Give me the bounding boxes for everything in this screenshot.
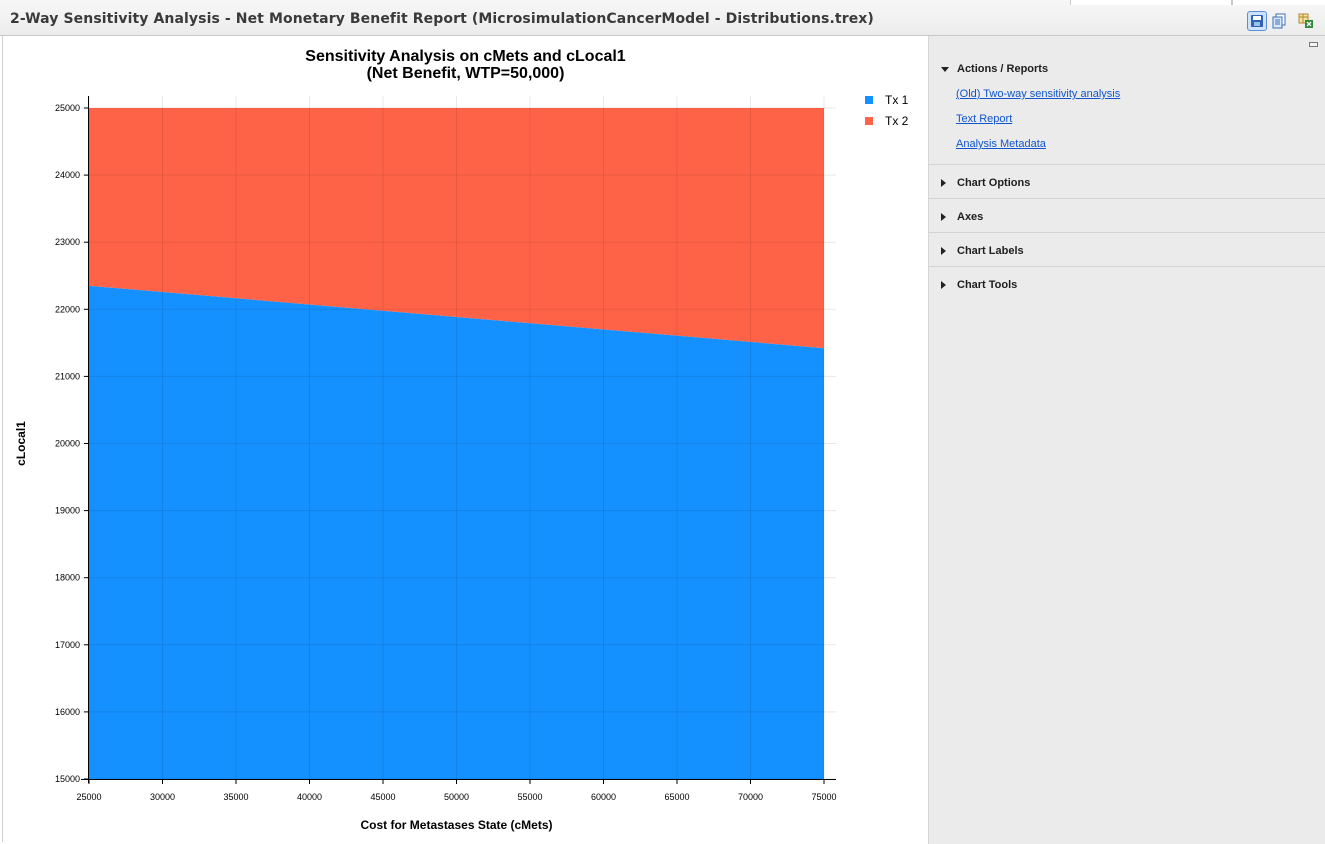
chart-title: Sensitivity Analysis on cMets and cLocal…	[3, 48, 928, 82]
legend-label: Tx 2	[885, 114, 909, 128]
section-label: Chart Labels	[957, 245, 1024, 257]
section-label: Chart Options	[957, 177, 1031, 189]
section-label: Chart Tools	[957, 279, 1018, 291]
export-button[interactable]	[1296, 11, 1316, 31]
legend-label: Tx 1	[885, 93, 909, 107]
x-tick-label: 65000	[664, 792, 689, 802]
y-tick-label: 22000	[55, 304, 80, 314]
tab-strip	[1070, 0, 1232, 5]
x-tick-label: 55000	[517, 792, 542, 802]
copy-button[interactable]	[1270, 11, 1290, 31]
copy-icon	[1272, 13, 1286, 29]
window-title: 2-Way Sensitivity Analysis - Net Monetar…	[10, 11, 874, 27]
y-tick-label: 17000	[55, 640, 80, 650]
x-tick-label: 25000	[76, 792, 101, 802]
y-tick-label: 23000	[55, 237, 80, 247]
chart-subtitle-line: (Net Benefit, WTP=50,000)	[366, 65, 565, 82]
area-tx1	[89, 285, 824, 779]
x-tick-label: 30000	[150, 792, 175, 802]
link-analysis-metadata[interactable]: Analysis Metadata	[956, 138, 1046, 150]
legend-swatch-tx1	[865, 96, 873, 104]
y-tick-label: 15000	[55, 774, 80, 784]
caret-down-icon	[941, 67, 949, 72]
y-tick-label: 19000	[55, 506, 80, 516]
divider	[929, 266, 1325, 267]
y-tick-label: 25000	[55, 103, 80, 113]
minimize-button[interactable]	[1309, 42, 1318, 47]
x-tick-label: 40000	[297, 792, 322, 802]
caret-right-icon	[941, 179, 946, 187]
x-tick-label: 50000	[444, 792, 469, 802]
link-old-two-way-sensitivity[interactable]: (Old) Two-way sensitivity analysis	[956, 88, 1121, 100]
x-axis-label: Cost for Metastases State (cMets)	[360, 818, 552, 832]
x-tick-label: 45000	[370, 792, 395, 802]
caret-right-icon	[941, 213, 946, 221]
y-tick-label: 21000	[55, 371, 80, 381]
section-label: Axes	[957, 211, 984, 223]
chart-title-line: Sensitivity Analysis on cMets and cLocal…	[305, 48, 626, 65]
y-tick-label: 16000	[55, 707, 80, 717]
caret-right-icon	[941, 281, 946, 289]
save-icon	[1251, 15, 1263, 27]
section-label: Actions / Reports	[957, 63, 1049, 75]
link-text-report[interactable]: Text Report	[956, 113, 1013, 125]
chart-svg[interactable]: 25000 30000 35000 40000 45000 50000 55000 60000…	[3, 36, 928, 842]
y-tick-label: 18000	[55, 573, 80, 583]
divider	[929, 198, 1325, 199]
divider	[929, 232, 1325, 233]
x-tick-label: 60000	[591, 792, 616, 802]
window-titlebar: 2-Way Sensitivity Analysis - Net Monetar…	[0, 0, 1325, 36]
divider	[929, 164, 1325, 165]
x-tick-label: 70000	[738, 792, 763, 802]
caret-right-icon	[941, 247, 946, 255]
area-tx2	[89, 108, 824, 349]
tab-strip	[1232, 0, 1325, 5]
y-tick-label: 24000	[55, 170, 80, 180]
save-button[interactable]	[1247, 11, 1267, 31]
x-tick-label: 35000	[223, 792, 248, 802]
legend-swatch-tx2	[865, 117, 873, 125]
x-tick-label: 75000	[811, 792, 836, 802]
export-excel-icon	[1298, 13, 1313, 28]
y-axis-label: cLocal1	[14, 421, 28, 466]
side-panel: Actions / Reports (Old) Two-way sensitiv…	[928, 36, 1325, 844]
y-tick-label: 20000	[55, 439, 80, 449]
chart-panel: Sensitivity Analysis on cMets and cLocal…	[2, 36, 928, 842]
